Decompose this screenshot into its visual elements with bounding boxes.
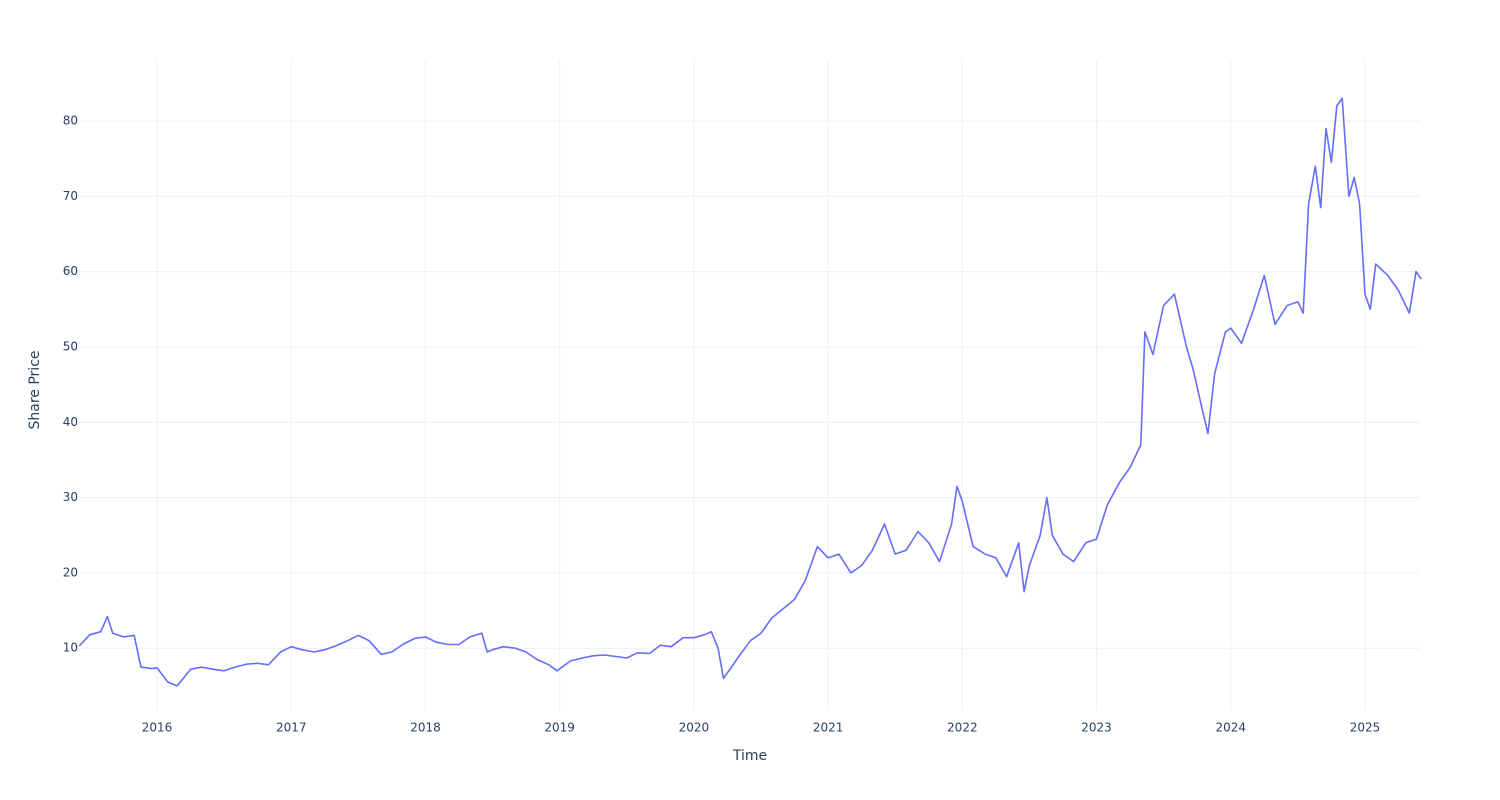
y-tick-label: 50 [63, 339, 78, 353]
y-tick-label: 80 [63, 114, 78, 128]
x-tick-label: 2024 [1215, 721, 1246, 735]
y-tick-label: 60 [63, 264, 78, 278]
grid [80, 60, 1420, 710]
y-tick-label: 40 [63, 415, 78, 429]
price-line [78, 97, 1422, 687]
x-tick-label: 2025 [1350, 721, 1381, 735]
x-tick-label: 2021 [813, 721, 844, 735]
x-tick-label: 2016 [142, 721, 173, 735]
x-tick-label: 2022 [947, 721, 978, 735]
y-tick-label: 10 [63, 641, 78, 655]
y-tick-label: 30 [63, 490, 78, 504]
y-axis-title: Share Price [27, 350, 43, 429]
x-tick-label: 2017 [276, 721, 307, 735]
y-tick-label: 70 [63, 189, 78, 203]
y-tick-label: 20 [63, 565, 78, 579]
x-tick-label: 2023 [1081, 721, 1112, 735]
x-axis-title: Time [732, 748, 767, 764]
x-tick-label: 2020 [679, 721, 710, 735]
x-tick-label: 2019 [544, 721, 575, 735]
x-tick-label: 2018 [410, 721, 441, 735]
